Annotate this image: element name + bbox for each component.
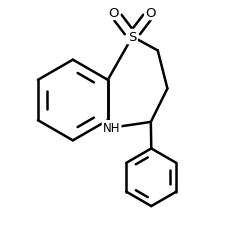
- Text: O: O: [146, 7, 156, 20]
- Text: O: O: [109, 7, 119, 20]
- Text: S: S: [128, 31, 137, 44]
- Text: NH: NH: [103, 122, 120, 135]
